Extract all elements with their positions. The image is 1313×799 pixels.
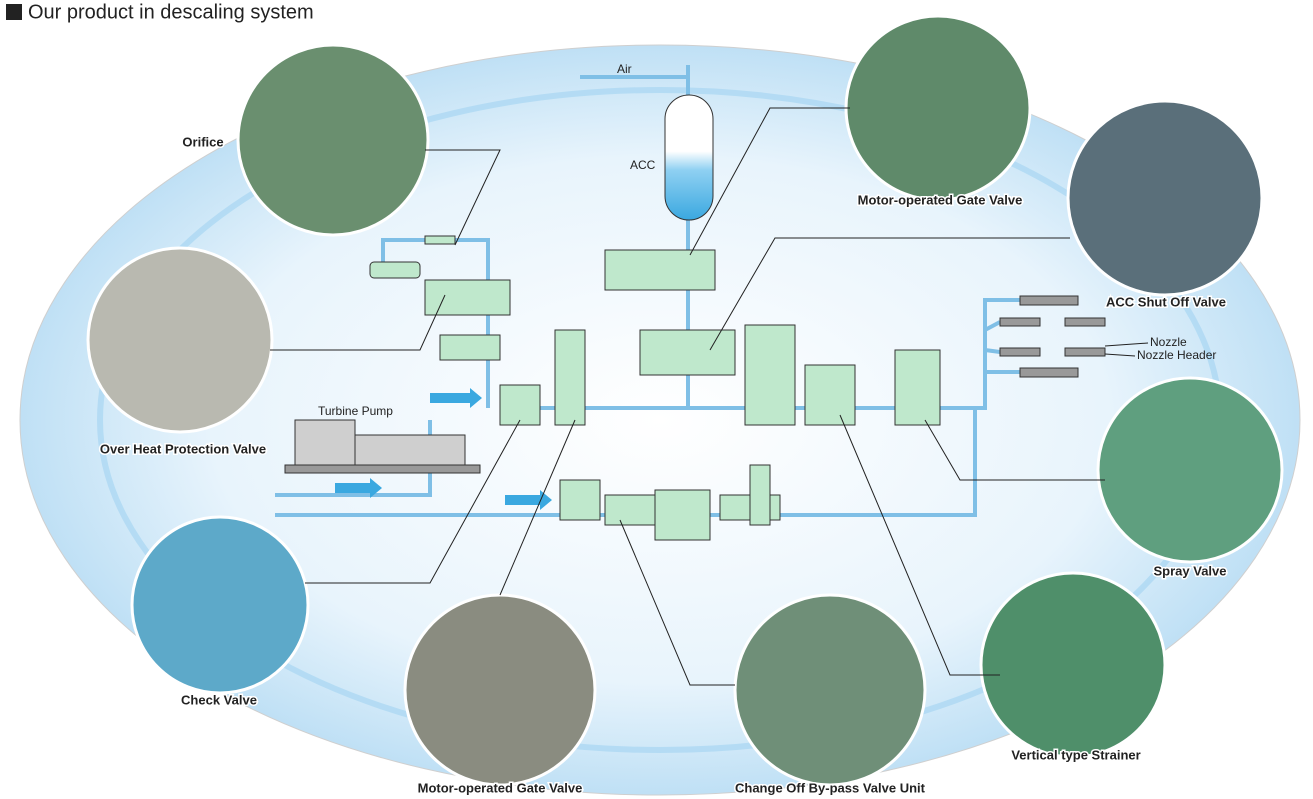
product-label: Spray Valve [1154, 563, 1227, 578]
title-marker [6, 4, 22, 20]
pump-label: Turbine Pump [318, 404, 393, 418]
product-label: Vertical type Strainer [1011, 747, 1140, 762]
product-label: Check Valve [181, 692, 257, 707]
product-label: Orifice [182, 134, 223, 149]
air-label: Air [617, 62, 632, 76]
page: Our product in descaling system [0, 0, 1313, 799]
nozzle-label: Nozzle [1150, 335, 1187, 349]
product-label: Change Off By-pass Valve Unit [735, 780, 926, 795]
product-label: Motor-operated Gate Valve [418, 780, 583, 795]
title: Our product in descaling system [28, 1, 314, 23]
acc-label: ACC [630, 158, 656, 172]
product-label: Over Heat Protection Valve [100, 441, 266, 456]
product-label: ACC Shut Off Valve [1106, 294, 1226, 309]
product-label: Motor-operated Gate Valve [858, 192, 1023, 207]
nozzle-header-label: Nozzle Header [1137, 348, 1216, 362]
